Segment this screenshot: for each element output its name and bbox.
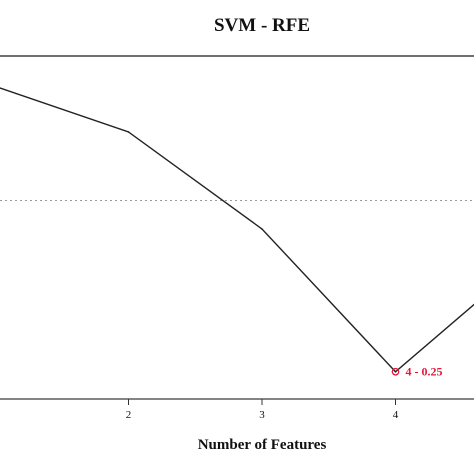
data-point-2 <box>127 131 130 133</box>
data-point-4 <box>394 370 397 373</box>
x-tick-label-4: 4 <box>393 409 399 421</box>
x-tick-label-2: 2 <box>126 409 132 421</box>
data-points <box>127 131 397 373</box>
x-tick-label-3: 3 <box>259 409 265 421</box>
x-axis-label: Number of Features <box>198 437 327 453</box>
x-axis-ticks: 2 3 4 <box>126 399 399 421</box>
annotation-label: 4 - 0.25 <box>406 365 443 379</box>
chart-title: SVM - RFE <box>214 15 310 36</box>
plot-frame <box>0 55 474 400</box>
highlight-point <box>391 367 400 376</box>
data-point-3 <box>261 228 263 230</box>
